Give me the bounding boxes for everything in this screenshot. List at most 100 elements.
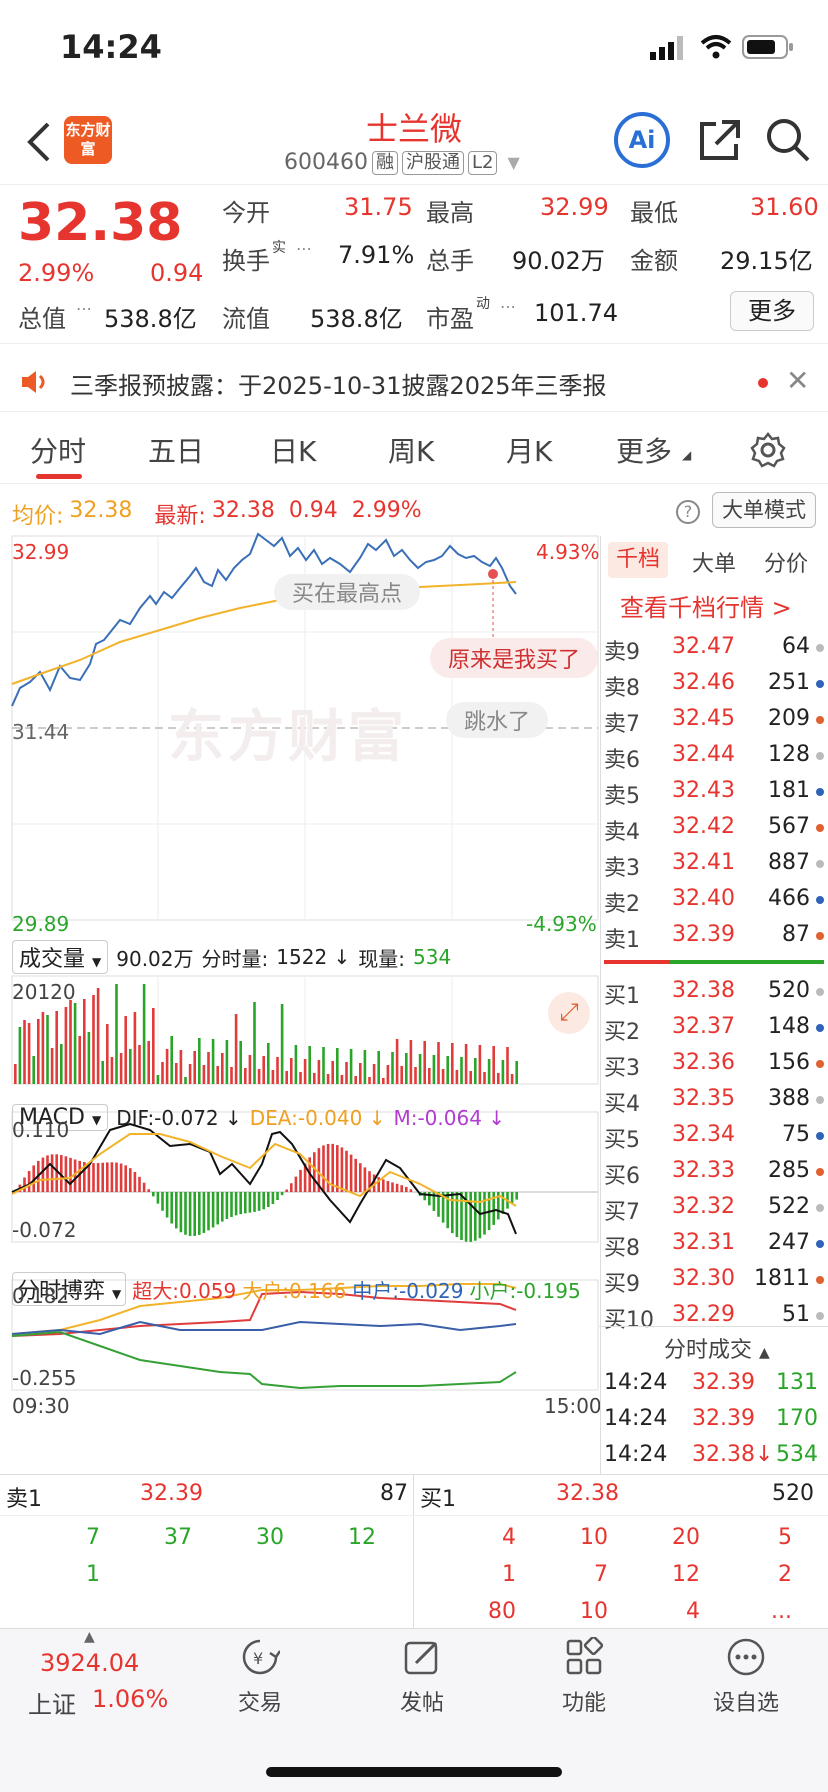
queue-volume: 1 <box>86 1562 100 1587</box>
volume-bar <box>280 1004 284 1084</box>
bubble-drop[interactable]: 跳水了 <box>446 702 549 738</box>
more-button[interactable]: 更多 <box>730 291 814 331</box>
bid-row[interactable]: 买8 32.31 247 <box>600 1226 828 1262</box>
low-value: 31.60 <box>750 193 819 221</box>
bubble-buy-high[interactable]: 买在最高点 <box>274 574 421 610</box>
status-bar: 14:24 <box>0 0 828 100</box>
function-button[interactable]: 功能 <box>556 1635 612 1717</box>
volume-bar <box>27 1023 31 1084</box>
tab-5day[interactable]: 五日 <box>148 435 205 468</box>
stock-name[interactable]: 士兰微 <box>365 110 462 148</box>
queue-volume: 7 <box>86 1525 100 1550</box>
ask-row[interactable]: 卖2 32.40 466 <box>600 882 828 918</box>
game-selector[interactable]: 分时博弈 ▼ <box>12 1272 127 1306</box>
bid-row[interactable]: 买3 32.36 156 <box>600 1046 828 1082</box>
depth-tab-bigorder[interactable]: 大单 <box>692 552 737 577</box>
ask-price: 32.42 <box>672 814 735 839</box>
ask-volume: 64 <box>782 634 810 659</box>
share-icon[interactable] <box>696 116 744 164</box>
ask1-vol: 87 <box>380 1481 408 1506</box>
queue-volume: 2 <box>778 1562 792 1587</box>
bid-row[interactable]: 买1 32.38 520 <box>600 974 828 1010</box>
volume-bar <box>391 1052 394 1084</box>
macd-selector[interactable]: MACD ▼ <box>12 1104 109 1131</box>
intraday-chart[interactable]: 均价: 32.38 最新: 32.38 0.94 2.99% <box>0 484 816 1474</box>
gear-icon[interactable] <box>750 432 786 468</box>
volume-bar <box>322 1047 325 1084</box>
post-button[interactable]: 发帖 <box>394 1637 450 1717</box>
bid-row[interactable]: 买2 32.37 148 <box>600 1010 828 1046</box>
close-icon[interactable]: ✕ <box>786 364 810 397</box>
status-dot <box>816 788 824 796</box>
index-pct[interactable]: 1.06% <box>92 1685 169 1713</box>
mcap-label: 总值 <box>18 305 66 333</box>
macd-bar <box>451 1192 454 1234</box>
stock-code-row[interactable]: 600460 融 沪股通 L2 ▼ <box>284 150 520 175</box>
bid-row[interactable]: 买7 32.32 522 <box>600 1190 828 1226</box>
more-dots-icon <box>727 1638 765 1676</box>
index-name[interactable]: 上证 <box>28 1691 76 1719</box>
vol-total: 90.02万 <box>116 946 194 971</box>
macd-bar <box>345 1150 348 1192</box>
divider <box>413 1475 414 1631</box>
ask1-price: 32.39 <box>140 1481 203 1506</box>
ask-row[interactable]: 卖3 32.41 887 <box>600 846 828 882</box>
index-value[interactable]: 3924.04 <box>40 1649 140 1677</box>
ask-level: 卖5 <box>604 784 640 809</box>
ask-row[interactable]: 卖7 32.45 209 <box>600 702 828 738</box>
bid-price: 32.38 <box>672 978 735 1003</box>
tab-daily-k[interactable]: 日K <box>270 435 317 468</box>
add-watchlist-button[interactable]: 设自选 <box>706 1637 786 1717</box>
big-order-mode-button[interactable]: 大单模式 <box>712 492 816 528</box>
tab-monthly-k[interactable]: 月K <box>506 435 553 468</box>
depth-link[interactable]: 查看千档行情 > <box>620 594 792 622</box>
ask-row[interactable]: 卖1 32.39 87 <box>600 918 828 954</box>
tick-row: 14:24 32.38↓ 534 <box>600 1438 828 1474</box>
tick-volume: 131 <box>776 1370 818 1395</box>
bid-row[interactable]: 买5 32.34 75 <box>600 1118 828 1154</box>
help-icon[interactable]: ? <box>676 498 700 524</box>
notice-bar[interactable]: 三季报预披露：于2025-10-31披露2025年三季报 ✕ <box>0 352 828 412</box>
tick-volume: 534 <box>776 1442 818 1467</box>
ai-button[interactable]: Ai <box>614 112 670 168</box>
ask-row[interactable]: 卖5 32.43 181 <box>600 774 828 810</box>
ask-row[interactable]: 卖4 32.42 567 <box>600 810 828 846</box>
bubble-bought[interactable]: 原来是我买了 <box>430 638 599 678</box>
macd-bar <box>262 1192 265 1210</box>
ask-level: 卖4 <box>604 820 640 845</box>
bid-row[interactable]: 买9 32.30 1811 <box>600 1262 828 1298</box>
volume-bar <box>478 1045 482 1084</box>
depth-tab-1000[interactable]: 千档 <box>608 542 668 578</box>
volume-bar <box>78 1036 81 1084</box>
bid-row[interactable]: 买10 32.29 51 <box>600 1298 828 1334</box>
status-dot <box>816 896 824 904</box>
bid-row[interactable]: 买6 32.33 285 <box>600 1154 828 1190</box>
ask-row[interactable]: 卖6 32.44 128 <box>600 738 828 774</box>
info-icon[interactable]: ⋯ <box>76 299 92 318</box>
back-icon[interactable] <box>24 120 54 164</box>
function-label: 功能 <box>561 1691 606 1716</box>
ask-row[interactable]: 卖8 32.46 251 <box>600 666 828 702</box>
tab-weekly-k[interactable]: 周K <box>388 435 435 468</box>
ask-row[interactable]: 卖9 32.47 64 <box>600 630 828 666</box>
search-icon[interactable] <box>764 116 812 164</box>
tab-indicator <box>36 474 82 479</box>
tab-more[interactable]: 更多 <box>616 435 673 468</box>
tick-volume: 170 <box>776 1406 818 1431</box>
macd-bar <box>354 1158 357 1192</box>
game-big: 大户:0.166 <box>242 1278 347 1303</box>
ticks-header[interactable]: 分时成交 ▲ <box>664 1338 770 1363</box>
bid-row[interactable]: 买4 32.35 388 <box>600 1082 828 1118</box>
volume-bar <box>317 1060 321 1084</box>
depth-tab-price[interactable]: 分价 <box>764 552 809 577</box>
trade-button[interactable]: ¥ 交易 <box>232 1637 288 1717</box>
expand-icon[interactable]: ⤢ <box>548 992 590 1034</box>
volume-bar <box>138 1045 141 1084</box>
info-icon[interactable]: ⋯ <box>500 297 516 316</box>
notice-text[interactable]: 三季报预披露：于2025-10-31披露2025年三季报 <box>70 372 607 400</box>
info-icon[interactable]: ⋯ <box>296 239 312 258</box>
volume-bar <box>515 1061 518 1084</box>
tab-intraday[interactable]: 分时 <box>30 435 87 468</box>
volume-selector[interactable]: 成交量 ▼ <box>12 940 109 974</box>
status-dot <box>816 1240 824 1248</box>
